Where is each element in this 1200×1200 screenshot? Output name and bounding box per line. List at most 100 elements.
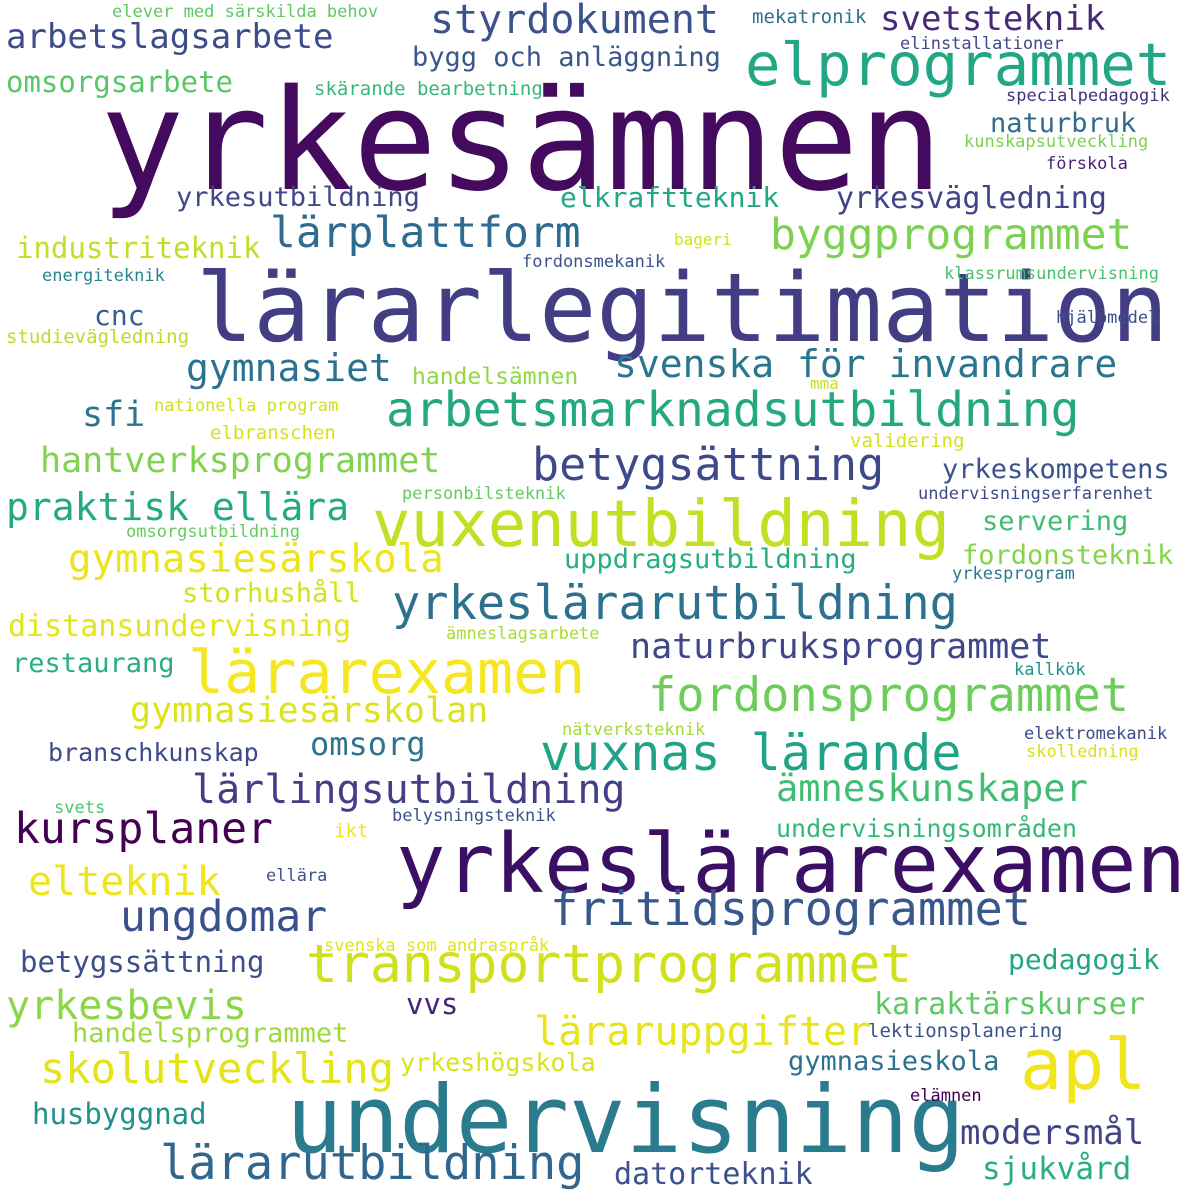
word-vuxnas-larande: vuxnas lärande [540, 724, 962, 782]
word-handelsprogrammet: handelsprogrammet [72, 1018, 349, 1049]
word-amneskunskaper: ämneskunskaper [776, 767, 1088, 810]
word-ungdomar: ungdomar [120, 892, 328, 942]
word-validering: validering [850, 430, 965, 452]
word-gymnasiesarskola: gymnasiesärskola [68, 537, 444, 582]
word-gymnasiesarskolan: gymnasiesärskolan [130, 691, 489, 731]
word-elkraftteknik: elkraftteknik [560, 181, 780, 214]
word-sjukvard: sjukvård [982, 1151, 1132, 1187]
word-restaurang: restaurang [12, 648, 175, 679]
word-industriteknik: industriteknik [16, 231, 261, 265]
word-distansundervisning: distansundervisning [8, 609, 352, 644]
word-fordonsmekanik: fordonsmekanik [522, 252, 666, 272]
word-yrkesamnen: yrkesämnen [100, 60, 943, 223]
word-energiteknik: energiteknik [42, 266, 165, 286]
word-servering: servering [982, 506, 1129, 537]
word-karaktarskurser: karaktärskurser [874, 987, 1145, 1022]
word-omsorg: omsorg [310, 725, 426, 763]
word-mekatronik: mekatronik [752, 6, 867, 28]
word-studievagledning: studievägledning [6, 326, 190, 348]
word-undervisning: undervisning [286, 1066, 966, 1175]
word-handelsamnen: handelsämnen [412, 364, 579, 390]
word-omsorgsarbete: omsorgsarbete [6, 65, 233, 99]
word-ellara: ellära [266, 866, 328, 886]
word-naturbruksprogrammet: naturbruksprogrammet [630, 627, 1052, 667]
word-lararutbildning: lärarutbildning [160, 1136, 585, 1191]
word-lektionsplanering: lektionsplanering [868, 1020, 1063, 1042]
word-bygg-och-anlaggning: bygg och anläggning [412, 42, 721, 73]
word-forskola: förskola [1046, 154, 1128, 174]
word-hantverksprogrammet: hantverksprogrammet [40, 441, 441, 481]
word-omsorgsutbildning: omsorgsutbildning [126, 522, 300, 542]
word-undervisningserfarenhet: undervisningserfarenhet [918, 484, 1154, 504]
word-fordonsteknik: fordonsteknik [962, 540, 1174, 571]
word-amneslagsarbete: ämneslagsarbete [446, 624, 600, 644]
word-uppdragsutbildning: uppdragsutbildning [564, 544, 857, 575]
word-larlingsutbildning: lärlingsutbildning [192, 767, 626, 813]
word-lararexamen: lärarexamen [188, 638, 586, 708]
word-nationella-program: nationella program [154, 396, 339, 416]
word-betygssattning: betygssättning [20, 945, 265, 979]
word-yrkesutbildning: yrkesutbildning [176, 182, 420, 213]
word-personbilsteknik: personbilsteknik [402, 484, 566, 504]
word-natverksteknik: nätverksteknik [562, 720, 706, 740]
word-yrkeslararexamen: yrkeslärarexamen [396, 817, 1186, 912]
word-mma: mma [810, 374, 839, 393]
word-specialpedagogik: specialpedagogik [1006, 86, 1170, 106]
word-yrkeslararutbildning: yrkeslärarutbildning [392, 576, 958, 631]
word-yrkesprogram: yrkesprogram [952, 564, 1075, 584]
word-husbyggnad: husbyggnad [32, 1097, 207, 1131]
word-fordonsprogrammet: fordonsprogrammet [648, 668, 1130, 723]
word-gymnasiet: gymnasiet [186, 346, 392, 390]
word-yrkesvagledning: yrkesvägledning [836, 181, 1107, 216]
word-svetsteknik: svetsteknik [880, 0, 1106, 39]
word-svenska-for-invandrare: svenska för invandrare [614, 342, 1118, 386]
word-vuxenutbildning: vuxenutbildning [372, 488, 950, 562]
word-elamnen: elämnen [910, 1086, 982, 1106]
word-hjalpmedel: hjälpmedel [1056, 308, 1159, 328]
word-modersmal: modersmål [960, 1113, 1145, 1153]
word-yrkeskompetens: yrkeskompetens [942, 454, 1170, 485]
word-branschkunskap: branschkunskap [48, 738, 259, 767]
word-praktisk-ellara: praktisk ellära [6, 485, 350, 529]
word-yrkeshogskola: yrkeshögskola [400, 1048, 596, 1077]
word-transportprogrammet: transportprogrammet [306, 934, 913, 995]
word-elektromekanik: elektromekanik [1024, 724, 1168, 744]
word-datorteknik: datorteknik [614, 1157, 813, 1192]
word-elinstallationer: elinstallationer [900, 34, 1064, 54]
word-styrdokument: styrdokument [430, 0, 719, 43]
word-elteknik: elteknik [28, 859, 221, 905]
word-storhushall: storhushåll [182, 578, 361, 609]
word-kallkok: kallkök [1014, 660, 1086, 680]
word-yrkesbevis: yrkesbevis [6, 983, 247, 1029]
word-belysningsteknik: belysningsteknik [392, 806, 556, 826]
word-elbranschen: elbranschen [210, 422, 336, 444]
word-apl: apl [1020, 1024, 1147, 1106]
word-cnc: cnc [94, 299, 145, 332]
word-fritidsprogrammet: fritidsprogrammet [550, 882, 1032, 937]
word-elprogrammet: elprogrammet [745, 30, 1172, 99]
word-arbetslagsarbete: arbetslagsarbete [6, 17, 334, 57]
word-naturbruk: naturbruk [990, 108, 1137, 139]
word-byggprogrammet: byggprogrammet [770, 210, 1133, 260]
word-elever-med-sarskilda-behov: elever med särskilda behov [112, 2, 379, 22]
word-kunskapsutveckling: kunskapsutveckling [964, 132, 1149, 152]
word-skarande-bearbetning: skärande bearbetning [314, 78, 543, 100]
word-pedagogik: pedagogik [1008, 943, 1160, 976]
word-undervisningsomraden: undervisningsområden [776, 814, 1078, 843]
word-larplattform: lärplattform [270, 208, 581, 258]
word-sfi: sfi [82, 395, 146, 435]
word-arbetsmarknadsutbildning: arbetsmarknadsutbildning [386, 382, 1080, 438]
word-svets: svets [54, 798, 106, 818]
word-ikt: ikt [334, 820, 369, 842]
word-gymnasieskola: gymnasieskola [788, 1046, 1000, 1077]
word-betygsattning: betygsättning [532, 438, 885, 491]
word-kursplaner: kursplaner [14, 804, 273, 854]
word-vvs: vvs [406, 987, 459, 1021]
word-klassrumsundervisning: klassrumsundervisning [944, 264, 1159, 284]
word-bageri: bageri [674, 230, 732, 249]
word-lararuppgifter: läraruppgifter [534, 1009, 872, 1055]
word-svenska-som-andrasprak: svenska som andraspråk [324, 936, 550, 956]
word-lararlegitimation: lärarlegitimation [196, 254, 1169, 364]
word-skolledning: skolledning [1026, 742, 1139, 762]
